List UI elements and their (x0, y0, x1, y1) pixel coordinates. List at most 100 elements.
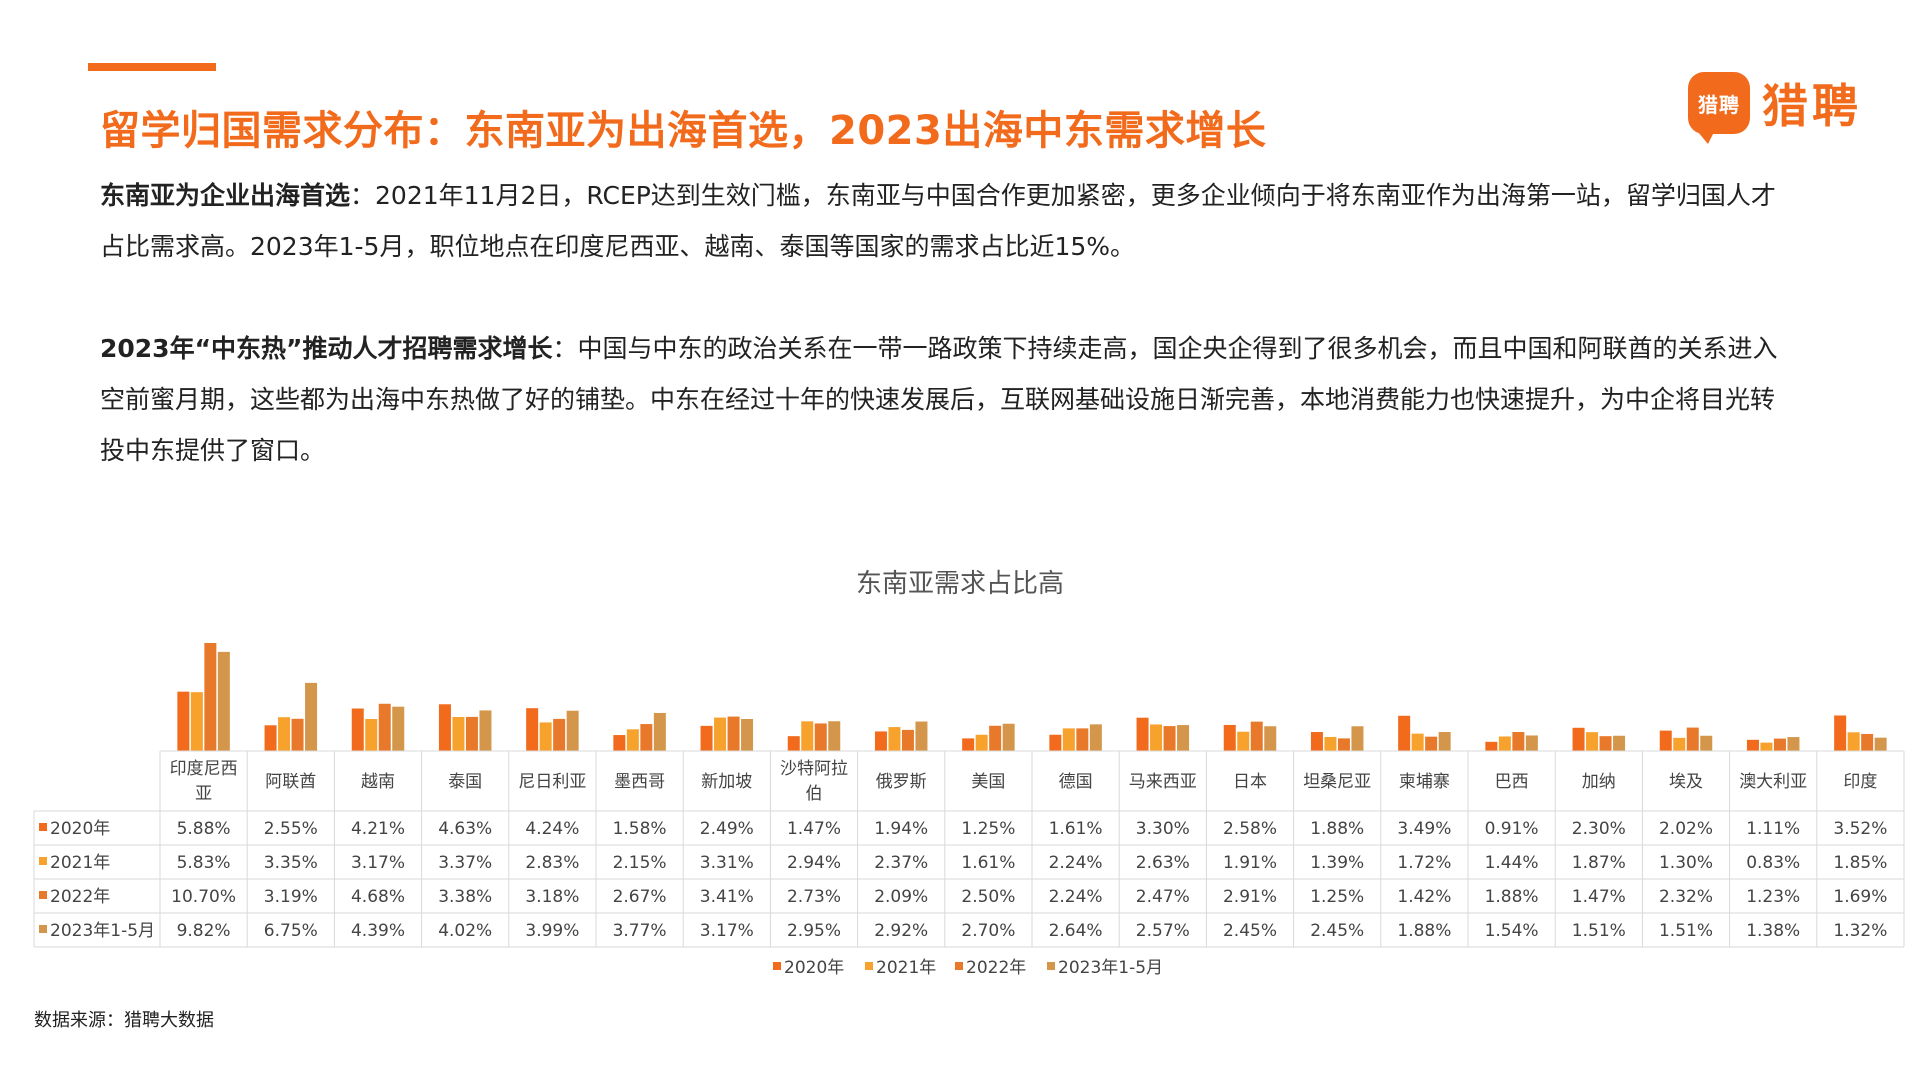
bar-1-18 (1760, 742, 1773, 751)
bar-2-7 (814, 723, 827, 751)
table-value: 1.54% (1485, 921, 1539, 941)
table-value: 2.64% (1049, 921, 1103, 941)
category-label: 柬埔寨 (1399, 772, 1450, 792)
category-label: 巴西 (1495, 772, 1529, 792)
table-value: 2.24% (1049, 887, 1103, 907)
table-value: 2.55% (264, 819, 318, 839)
bar-2-14 (1425, 736, 1438, 751)
liepin-logo: 猎聘 猎聘 (1688, 70, 1862, 144)
table-value: 2.58% (1223, 819, 1277, 839)
category-label: 俄罗斯 (876, 772, 927, 792)
table-value: 2.67% (613, 887, 667, 907)
table-value: 1.61% (961, 853, 1015, 873)
bar-3-19 (1874, 737, 1887, 751)
table-value: 1.47% (1572, 887, 1626, 907)
table-value: 2.37% (874, 853, 928, 873)
bar-2-2 (378, 703, 391, 751)
table-value: 2.47% (1136, 887, 1190, 907)
category-label: 日本 (1233, 772, 1267, 792)
bar-0-4 (526, 708, 539, 751)
table-value: 2.73% (787, 887, 841, 907)
table-value: 2.30% (1572, 819, 1626, 839)
category-label: 阿联酋 (265, 772, 316, 792)
table-value: 2.50% (961, 887, 1015, 907)
category-label: 沙特阿拉伯 (780, 759, 848, 804)
bar-0-8 (874, 731, 887, 751)
bar-0-18 (1746, 739, 1759, 751)
bar-2-6 (727, 716, 740, 751)
category-label: 澳大利亚 (1739, 772, 1807, 792)
bar-0-19 (1834, 715, 1847, 751)
table-value: 1.58% (613, 819, 667, 839)
table-value: 1.32% (1833, 921, 1887, 941)
table-value: 2.91% (1223, 887, 1277, 907)
bar-3-8 (915, 721, 928, 751)
row-series-label: 2020年 (50, 819, 110, 839)
bar-3-12 (1264, 726, 1277, 751)
bar-0-12 (1223, 724, 1236, 751)
bar-0-2 (351, 708, 364, 751)
table-value: 1.88% (1397, 921, 1451, 941)
table-value: 1.38% (1746, 921, 1800, 941)
bar-2-5 (640, 724, 653, 751)
table-value: 3.31% (700, 853, 754, 873)
table-value: 0.83% (1746, 853, 1800, 873)
bar-3-1 (305, 682, 318, 751)
bar-3-9 (1002, 723, 1015, 751)
bar-1-3 (452, 716, 465, 751)
table-value: 1.39% (1310, 853, 1364, 873)
table-value: 4.39% (351, 921, 405, 941)
category-label: 加纳 (1582, 772, 1616, 792)
bar-3-18 (1787, 737, 1800, 751)
paragraph-2-heading: 2023年“中东热”推动人才招聘需求增长 (100, 334, 553, 363)
bar-1-1 (278, 717, 291, 751)
table-value: 1.94% (874, 819, 928, 839)
bar-0-7 (787, 736, 800, 751)
bar-3-16 (1613, 735, 1626, 751)
table-value: 1.85% (1833, 853, 1887, 873)
bar-0-11 (1136, 717, 1149, 751)
bar-1-17 (1673, 737, 1686, 751)
table-value: 1.87% (1572, 853, 1626, 873)
bar-2-19 (1861, 733, 1874, 751)
bar-2-8 (901, 729, 914, 751)
table-value: 1.51% (1659, 921, 1713, 941)
bar-2-12 (1250, 721, 1263, 751)
bar-0-17 (1659, 730, 1672, 751)
bar-chart-with-data-table: 印度尼西亚 阿联酋 越南 泰国 尼日利亚 墨西哥 新加坡 沙特阿拉伯 俄罗斯 美国 德国 马来西亚 日本… (33, 643, 1905, 978)
paragraph-middle-east: 2023年“中东热”推动人才招聘需求增长：中国与中东的政治关系在一带一路政策下持… (100, 323, 1780, 476)
bar-3-7 (828, 721, 841, 751)
table-value: 2.94% (787, 853, 841, 873)
logo-badge-text: 猎聘 (1698, 92, 1740, 117)
bar-3-15 (1525, 735, 1538, 751)
table-value: 6.75% (264, 921, 318, 941)
legend-swatch (1047, 962, 1055, 970)
bar-2-9 (989, 725, 1002, 751)
row-series-label: 2021年 (50, 853, 110, 873)
table-value: 2.09% (874, 887, 928, 907)
bar-1-8 (888, 727, 901, 751)
table-value: 1.44% (1485, 853, 1539, 873)
legend-label: 2020年 (784, 958, 844, 978)
bar-2-18 (1773, 738, 1786, 751)
table-value: 3.19% (264, 887, 318, 907)
table-value: 1.47% (787, 819, 841, 839)
table-value: 3.41% (700, 887, 754, 907)
paragraph-1-body: ：2021年11月2日，RCEP达到生效门槛，东南亚与中国合作更加紧密，更多企业… (100, 181, 1776, 261)
table-value: 1.23% (1746, 887, 1800, 907)
table-value: 3.35% (264, 853, 318, 873)
bar-1-9 (975, 734, 988, 751)
bar-1-12 (1237, 731, 1250, 751)
table-value: 5.88% (177, 819, 231, 839)
bar-3-11 (1177, 725, 1190, 751)
bar-0-3 (438, 704, 451, 751)
category-label: 坦桑尼亚 (1303, 772, 1371, 792)
table-value: 1.72% (1397, 853, 1451, 873)
bar-0-6 (700, 725, 713, 751)
bar-2-3 (465, 716, 478, 751)
paragraph-1-heading: 东南亚为企业出海首选 (100, 181, 351, 210)
bar-3-0 (217, 651, 230, 751)
table-value: 1.42% (1397, 887, 1451, 907)
bar-2-17 (1686, 727, 1699, 751)
bar-1-19 (1847, 732, 1860, 751)
